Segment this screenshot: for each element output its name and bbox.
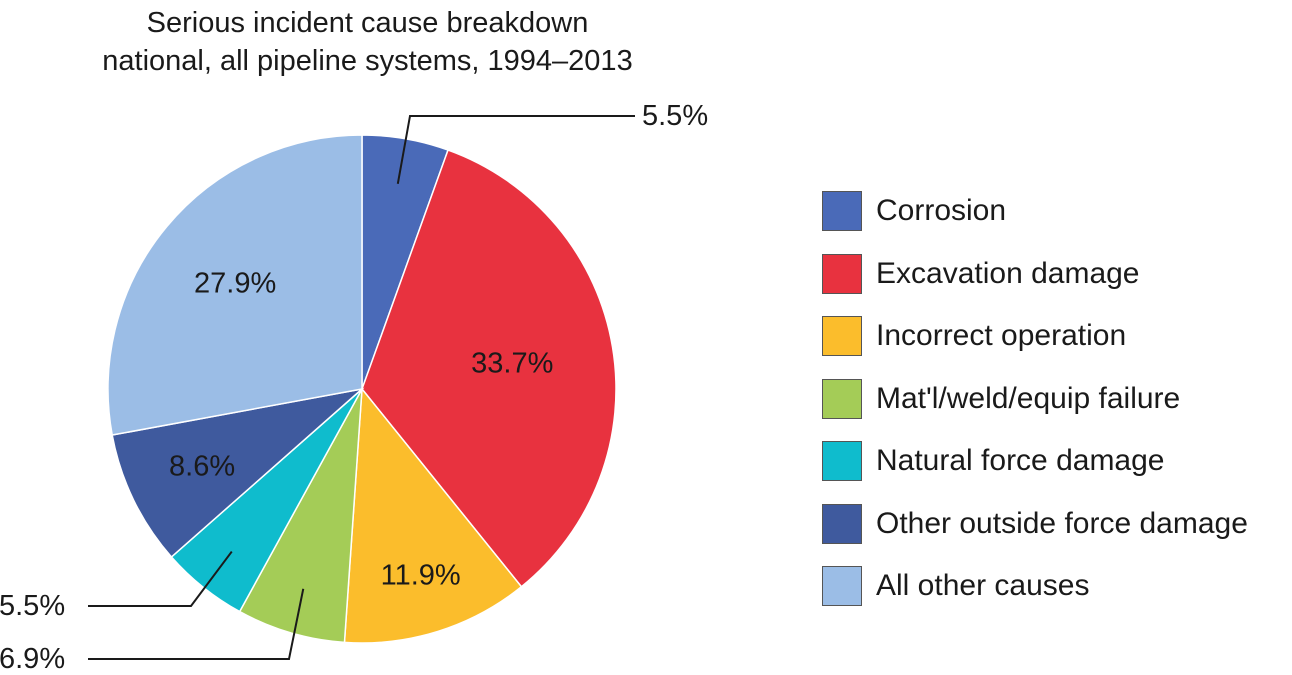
legend-swatch-other-outside-force-damage (822, 503, 862, 544)
leader-line-mat-l-weld-equip-failure (88, 588, 305, 660)
legend-label-other-outside-force-damage: Other outside force damage (876, 506, 1248, 540)
chart-subtitle: national, all pipeline systems, 1994–201… (102, 45, 633, 77)
data-label-natural-force-damage: 5.5% (0, 590, 65, 622)
legend-item-other-outside-force-damage: Other outside force damage (822, 493, 1248, 556)
legend-swatch-all-other-causes (822, 566, 862, 607)
legend-label-excavation-damage: Excavation damage (876, 256, 1140, 290)
pie-slice-all-other-causes (107, 134, 363, 436)
legend-swatch-natural-force-damage (822, 441, 862, 482)
legend-label-natural-force-damage: Natural force damage (876, 444, 1165, 478)
legend: Corrosion Excavation damage Incorrect oper… (822, 180, 1248, 618)
legend-item-all-other-causes: All other causes (822, 555, 1248, 618)
leader-line-corrosion (396, 115, 635, 184)
data-label-other-outside-force-damage: 8.6% (169, 451, 235, 483)
data-label-all-other-causes: 27.9% (194, 267, 276, 299)
legend-label-incorrect-operation: Incorrect operation (876, 319, 1127, 353)
data-label-mat-l-weld-equip-failure: 6.9% (0, 643, 65, 675)
pie-slice-incorrect-operation (343, 387, 523, 644)
legend-label-mat-l-weld-equip-failure: Mat'l/weld/equip failure (876, 381, 1181, 415)
chart-title: Serious incident cause breakdown (146, 7, 589, 39)
legend-item-natural-force-damage: Natural force damage (822, 430, 1248, 493)
legend-item-incorrect-operation: Incorrect operation (822, 305, 1248, 368)
data-label-excavation-damage: 33.7% (471, 348, 553, 380)
pie-slice-mat-l-weld-equip-failure (238, 388, 363, 644)
legend-label-corrosion: Corrosion (876, 194, 1007, 228)
legend-swatch-incorrect-operation (822, 316, 862, 357)
data-label-corrosion: 5.5% (642, 100, 708, 132)
legend-item-corrosion: Corrosion (822, 180, 1248, 243)
pie-slice-other-outside-force-damage (111, 387, 365, 559)
chart-title-block: Serious incident cause breakdown nationa… (0, 4, 735, 80)
legend-label-all-other-causes: All other causes (876, 569, 1090, 603)
legend-item-excavation-damage: Excavation damage (822, 243, 1248, 306)
legend-swatch-excavation-damage (822, 253, 862, 294)
pie-slice-excavation-damage (361, 149, 617, 588)
data-label-incorrect-operation: 11.9% (381, 560, 461, 592)
legend-swatch-corrosion (822, 191, 862, 232)
pie-chart: 5.5% 33.7% 11.9% 6.9% 5.5% 8.6% 27.9% (0, 100, 708, 675)
legend-swatch-mat-l-weld-equip-failure (822, 378, 862, 419)
leader-line-natural-force-damage (88, 550, 233, 607)
legend-item-mat-l-weld-equip-failure: Mat'l/weld/equip failure (822, 368, 1248, 431)
